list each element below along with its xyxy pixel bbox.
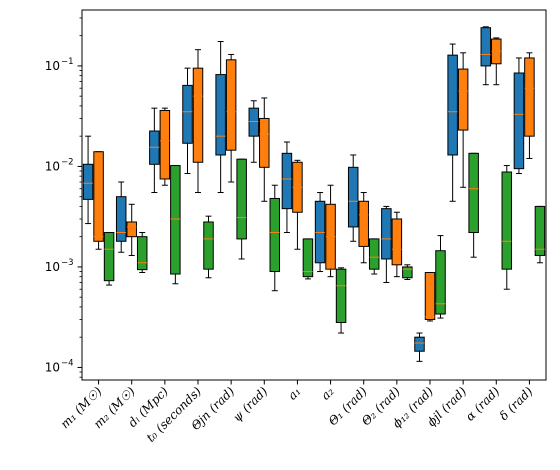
y-tick-label: 10 (45, 159, 60, 173)
box-body (203, 221, 214, 270)
box-body (225, 59, 237, 151)
box-s2-c4 (236, 158, 247, 260)
box-body (93, 151, 104, 242)
box-s0-c11 (447, 43, 458, 202)
box-s1-c13 (524, 52, 535, 159)
y-tick-exponent: −1 (61, 57, 74, 67)
box-body (347, 166, 359, 228)
box-s0-c10 (414, 332, 425, 362)
box-s0-c12 (480, 26, 492, 86)
box-s2-c12 (501, 165, 513, 290)
box-body (192, 67, 204, 163)
y-tick-label: 10 (45, 360, 60, 374)
box-body (534, 205, 546, 256)
box-body (159, 110, 171, 180)
box-body (136, 236, 148, 271)
box-body (236, 158, 247, 240)
box-body (358, 200, 369, 247)
box-body (391, 218, 403, 266)
box-s2-c11 (468, 152, 479, 258)
box-s2-c9 (402, 264, 413, 280)
box-body (281, 152, 293, 210)
box-s1-c12 (491, 37, 502, 86)
box-s0-c1 (115, 181, 127, 253)
box-body (269, 197, 281, 273)
box-body (259, 117, 270, 168)
box-s0-c7 (314, 192, 326, 273)
y-tick-label: 10 (45, 59, 60, 73)
box-s1-c6 (292, 159, 303, 250)
box-s0-c9 (381, 205, 392, 284)
box-body (170, 165, 181, 275)
box-body (182, 84, 193, 144)
box-s1-c5 (259, 97, 270, 202)
box-body (424, 272, 436, 320)
box-s2-c10 (435, 235, 446, 319)
box-s1-c4 (225, 53, 237, 183)
box-s2-c0 (103, 232, 115, 286)
box-body (501, 171, 513, 270)
box-body (524, 57, 535, 137)
box-s1-c7 (325, 184, 336, 278)
box-body (115, 196, 127, 242)
box-s0-c4 (215, 40, 226, 194)
box-s1-c2 (159, 107, 171, 186)
box-s2-c3 (203, 215, 214, 279)
box-s0-c13 (513, 57, 525, 175)
y-tick-exponent: −4 (61, 358, 74, 368)
box-body (468, 152, 479, 234)
box-body (381, 208, 392, 260)
plot-area (82, 26, 546, 362)
box-body (103, 232, 115, 282)
box-s0-c2 (149, 107, 160, 194)
box-s2-c7 (335, 267, 347, 334)
box-s1-c8 (358, 192, 369, 264)
box-s1-c3 (192, 49, 204, 194)
box-s2-c1 (136, 232, 148, 274)
box-s0-c6 (281, 141, 293, 234)
y-tick-label: 10 (45, 260, 60, 274)
box-body (447, 54, 458, 156)
box-body (82, 163, 94, 200)
box-body (368, 238, 380, 270)
box-s0-c3 (182, 67, 193, 175)
box-body (335, 268, 347, 323)
box-s1-c1 (126, 203, 137, 256)
box-s2-c6 (302, 238, 314, 280)
box-body (457, 68, 469, 131)
box-s1-c9 (391, 211, 403, 278)
box-body (435, 250, 446, 315)
box-s1-c10 (424, 272, 436, 322)
box-body (414, 336, 425, 352)
box-body (513, 72, 525, 170)
box-s2-c8 (368, 238, 380, 275)
box-body (480, 27, 492, 67)
box-body (126, 221, 137, 238)
box-s0-c8 (347, 154, 359, 242)
box-body (248, 107, 260, 137)
box-s2-c5 (269, 184, 281, 292)
y-tick-exponent: −2 (61, 157, 74, 167)
box-body (302, 238, 314, 278)
box-s2-c13 (534, 205, 546, 264)
box-s0-c5 (248, 100, 260, 163)
box-body (402, 266, 413, 279)
box-s2-c2 (170, 165, 181, 285)
box-s1-c11 (457, 52, 469, 188)
box-s1-c0 (93, 151, 104, 250)
y-tick-exponent: −3 (61, 258, 74, 268)
box-s0-c0 (82, 135, 94, 225)
axes-frame (81, 9, 547, 381)
box-body (215, 74, 226, 156)
